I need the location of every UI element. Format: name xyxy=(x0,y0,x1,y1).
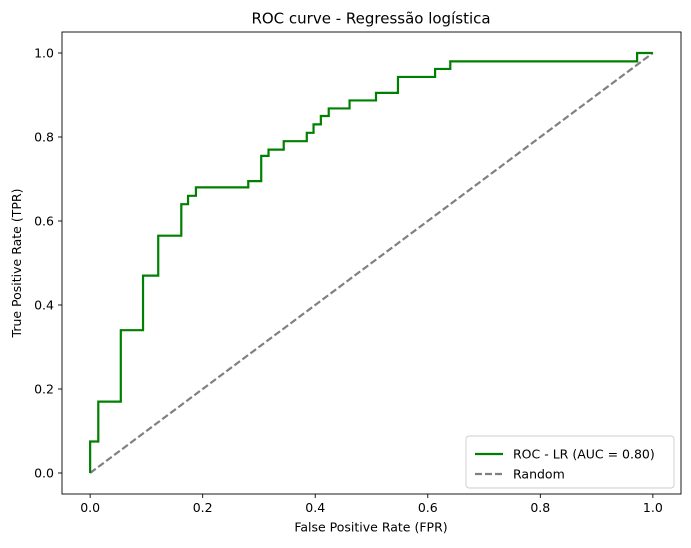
legend-label-random: Random xyxy=(513,467,565,482)
series-layer xyxy=(89,51,654,474)
chart-title: ROC curve - Regressão logística xyxy=(251,10,490,28)
x-tick-label: 0.2 xyxy=(193,500,213,515)
legend: ROC - LR (AUC = 0.80) Random xyxy=(465,435,675,489)
legend-label-roc: ROC - LR (AUC = 0.80) xyxy=(513,447,655,462)
roc-curve-line xyxy=(89,51,653,473)
y-axis-label: True Positive Rate (TPR) xyxy=(9,189,24,339)
legend-box xyxy=(465,435,675,489)
x-tick-label: 0.0 xyxy=(80,500,100,515)
y-tick-label: 0.8 xyxy=(34,130,54,145)
y-tick-label: 0.0 xyxy=(34,466,54,481)
y-tick-label: 0.4 xyxy=(34,298,54,313)
x-tick-label: 0.4 xyxy=(305,500,325,515)
x-tick-label: 1.0 xyxy=(643,500,663,515)
y-axis-ticks: 0.0 0.2 0.4 0.6 0.8 1.0 xyxy=(34,46,62,481)
plot-frame xyxy=(61,31,682,495)
y-tick-label: 1.0 xyxy=(34,46,54,61)
x-tick-label: 0.8 xyxy=(530,500,550,515)
y-tick-label: 0.2 xyxy=(34,382,54,397)
random-baseline-line xyxy=(89,52,654,474)
y-tick-label: 0.6 xyxy=(34,214,54,229)
x-tick-label: 0.6 xyxy=(418,500,438,515)
x-axis-ticks: 0.0 0.2 0.4 0.6 0.8 1.0 xyxy=(80,494,663,515)
x-axis-label: False Positive Rate (FPR) xyxy=(294,520,447,535)
